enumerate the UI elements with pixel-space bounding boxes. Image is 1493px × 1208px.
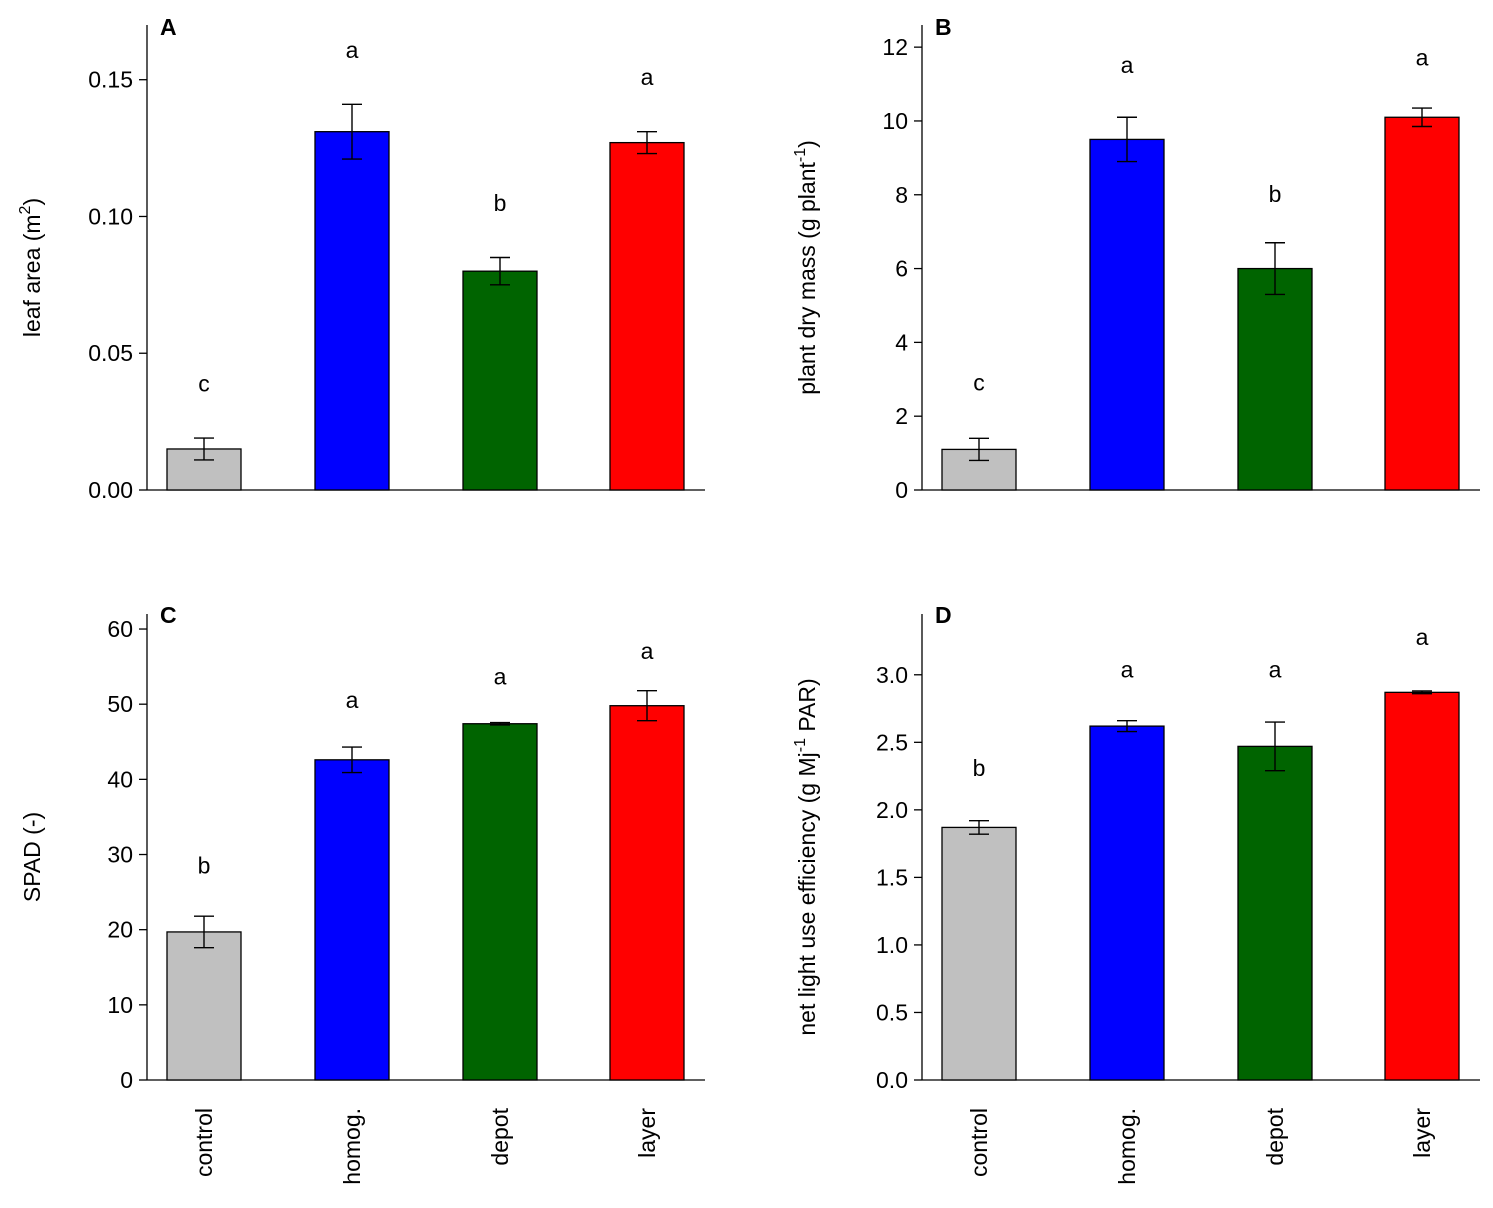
panel-d: 0.0 0.5 1.0 1.5 2.0 2.5 3.0 net light use effic… bbox=[792, 602, 1480, 1093]
category-label: depot bbox=[487, 1107, 513, 1165]
significance-letter: b bbox=[198, 852, 211, 878]
y-tick-label: 0 bbox=[120, 1067, 133, 1093]
y-axis-title: SPAD (-) bbox=[19, 812, 45, 902]
y-tick-label: 12 bbox=[882, 34, 908, 60]
y-tick-label: 2.0 bbox=[876, 797, 908, 823]
y-tick-label: 10 bbox=[882, 108, 908, 134]
significance-letter: a bbox=[1269, 656, 1282, 682]
y-tick-label: 0.0 bbox=[876, 1067, 908, 1093]
significance-letter: a bbox=[641, 64, 654, 90]
y-tick-label: 2.5 bbox=[876, 729, 908, 755]
error-bar bbox=[342, 746, 362, 774]
y-axis-title: plant dry mass (g plant-1) bbox=[792, 140, 820, 395]
bar-homog bbox=[314, 131, 390, 491]
y-tick-label: 0.5 bbox=[876, 999, 908, 1025]
bar-layer bbox=[1384, 691, 1460, 1081]
y-tick-label: 0.05 bbox=[88, 340, 133, 366]
error-bar bbox=[969, 819, 989, 835]
category-label: homog. bbox=[1114, 1108, 1140, 1185]
significance-letter: a bbox=[1416, 624, 1429, 650]
significance-letter: a bbox=[346, 687, 359, 713]
y-tick-label: 0.10 bbox=[88, 203, 133, 229]
significance-letter: a bbox=[641, 638, 654, 664]
y-tick-label: 60 bbox=[107, 616, 133, 642]
y-tick-label: 6 bbox=[895, 256, 908, 282]
bar-layer bbox=[1384, 116, 1460, 491]
y-tick-label: 0.15 bbox=[88, 67, 133, 93]
y-tick-label: 3.0 bbox=[876, 662, 908, 688]
significance-letter: c bbox=[973, 369, 985, 395]
significance-letter: a bbox=[1121, 656, 1134, 682]
y-tick-label: 40 bbox=[107, 766, 133, 792]
error-bar bbox=[637, 689, 657, 722]
significance-letter: b bbox=[1269, 181, 1282, 207]
y-tick-label: 10 bbox=[107, 992, 133, 1018]
bar-layer bbox=[609, 705, 685, 1081]
significance-letter: a bbox=[1416, 45, 1429, 71]
error-bar bbox=[490, 721, 510, 726]
error-bar bbox=[637, 130, 657, 155]
y-tick-label: 0 bbox=[895, 477, 908, 503]
significance-letter: a bbox=[1121, 52, 1134, 78]
y-axis-title: leaf area (m2) bbox=[17, 198, 45, 337]
y-tick-label: 20 bbox=[107, 917, 133, 943]
panel-label: A bbox=[160, 14, 177, 40]
bar-control bbox=[941, 826, 1017, 1081]
significance-letter: a bbox=[494, 664, 507, 690]
y-tick-label: 4 bbox=[895, 329, 908, 355]
error-bar bbox=[1117, 720, 1137, 733]
category-label: layer bbox=[634, 1108, 660, 1158]
error-bar bbox=[1117, 116, 1137, 163]
y-tick-label: 2 bbox=[895, 403, 908, 429]
bar-depot bbox=[1237, 745, 1313, 1081]
error-bar bbox=[194, 915, 214, 949]
significance-letter: b bbox=[973, 755, 986, 781]
error-bar bbox=[1265, 242, 1285, 296]
significance-letter: c bbox=[198, 371, 210, 397]
y-tick-label: 0.00 bbox=[88, 477, 133, 503]
bar-depot bbox=[1237, 267, 1313, 491]
category-label: control bbox=[966, 1108, 992, 1177]
error-bar bbox=[194, 437, 214, 461]
error-bar bbox=[969, 437, 989, 462]
panel-c: 0 10 20 30 40 50 60 SPAD (-) Cb a a a bbox=[19, 602, 705, 1093]
y-tick-label: 30 bbox=[107, 842, 133, 868]
y-tick-label: 1.5 bbox=[876, 864, 908, 890]
error-bar bbox=[490, 256, 510, 286]
panel-label: C bbox=[160, 602, 177, 628]
error-bar bbox=[342, 103, 362, 160]
significance-letter: b bbox=[494, 190, 507, 216]
error-bar bbox=[1412, 690, 1432, 695]
y-tick-label: 8 bbox=[895, 182, 908, 208]
error-bar bbox=[1265, 721, 1285, 772]
panel-a: 0.00 0.05 0.10 0.15 leaf area (m2) Ac a b a bbox=[17, 14, 705, 503]
bar-layer bbox=[609, 141, 685, 491]
y-tick-label: 1.0 bbox=[876, 932, 908, 958]
bar-depot bbox=[462, 270, 538, 491]
category-label: depot bbox=[1262, 1107, 1288, 1165]
category-label: control bbox=[191, 1108, 217, 1177]
y-axis-title: net light use efficiency (g Mj-1 PAR) bbox=[792, 678, 820, 1035]
bar-homog bbox=[1089, 138, 1165, 491]
error-bar bbox=[1412, 107, 1432, 128]
bar-depot bbox=[462, 723, 538, 1081]
category-labels-right: control homog. depot layer bbox=[966, 1107, 1435, 1184]
panel-b: 0 2 4 6 8 10 12 plant dry mass (g plant-1) Bc a b a bbox=[792, 14, 1480, 503]
category-label: homog. bbox=[339, 1108, 365, 1185]
bar-homog bbox=[314, 759, 390, 1081]
significance-letter: a bbox=[346, 37, 359, 63]
bar-homog bbox=[1089, 725, 1165, 1081]
bar-control bbox=[166, 931, 242, 1081]
y-tick-label: 50 bbox=[107, 691, 133, 717]
category-labels-left: control homog. depot layer bbox=[191, 1107, 660, 1184]
panel-label: D bbox=[935, 602, 952, 628]
panel-label: B bbox=[935, 14, 952, 40]
category-label: layer bbox=[1409, 1108, 1435, 1158]
